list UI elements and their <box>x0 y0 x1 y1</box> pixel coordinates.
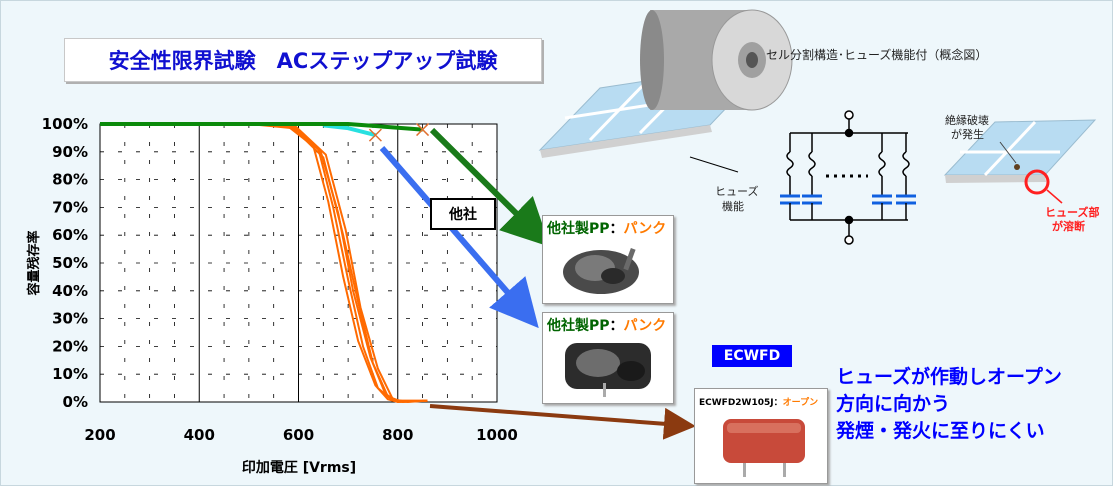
breakdown-text-2: が発生 <box>951 127 984 141</box>
chart-labels: 200 400 600 800 1000 0% 10% 20% 30% 40% 50% 60% 70% 8… <box>42 115 518 444</box>
colon-text: ： <box>773 398 783 408</box>
fuse-label-1: ヒューズ <box>715 184 758 198</box>
photo-card-other-b-label: 他社製PP：パンク <box>547 315 666 335</box>
series-line <box>100 122 423 132</box>
photo-card-other-a: 他社製PP：パンク <box>542 215 674 304</box>
photo-card-other-b: 他社製PP：パンク <box>542 312 674 404</box>
y-tick-label: 70% <box>52 198 88 216</box>
state-text: パンク <box>623 221 667 237</box>
result-message: ヒューズが作動しオープン 方向に向かう 発煙・発火に至りにくい <box>836 364 1111 445</box>
photo-card-ecwfd-label: ECWFD2W105J：オープン <box>699 395 818 408</box>
fuse-label-2: 機能 <box>722 199 744 213</box>
melt-text-2: が溶断 <box>1052 219 1085 233</box>
arrow-green <box>429 127 551 247</box>
y-axis-label: 容量残存率 <box>26 230 42 296</box>
y-tick-label: 30% <box>52 310 88 328</box>
chart-grid <box>99 123 498 403</box>
x-tick-label: 400 <box>184 426 215 444</box>
y-tick-label: 60% <box>52 226 88 244</box>
breakdown-illustration <box>943 119 1097 204</box>
y-tick-label: 50% <box>52 254 88 272</box>
message-line-3: 発煙・発火に至りにくい <box>836 420 1045 442</box>
x-axis-label: 印加電圧 [Vrms] <box>242 459 356 476</box>
colon-text: ： <box>609 318 624 334</box>
melt-text-1: ヒューズ部 <box>1045 205 1099 219</box>
ecwfd-tag: ECWFD <box>712 345 792 367</box>
state-text: オープン <box>782 398 819 408</box>
y-tick-label: 0% <box>63 393 88 411</box>
y-tick-label: 40% <box>52 282 88 300</box>
other-maker-box: 他社 <box>430 198 496 230</box>
arrow-brown <box>429 404 696 440</box>
y-tick-label: 20% <box>52 337 88 355</box>
concept-title: セル分割構造･ヒューズ機能付（概念図） <box>766 48 988 62</box>
message-line-1: ヒューズが作動しオープン <box>836 366 1062 388</box>
failure-marker <box>416 123 430 137</box>
y-tick-label: 80% <box>52 171 88 189</box>
photo-card-ecwfd: ECWFD2W105J：オープン <box>694 388 828 484</box>
y-tick-label: 10% <box>52 365 88 383</box>
chart-series <box>100 122 428 404</box>
film-roll-illustration <box>538 9 793 158</box>
failure-marker <box>368 128 382 142</box>
y-tick-label: 90% <box>52 143 88 161</box>
colon-text: ： <box>609 221 624 237</box>
state-text: パンク <box>623 318 667 334</box>
maker-text: 他社製PP <box>547 221 610 237</box>
burst-capacitor-photo-b <box>565 343 651 397</box>
slide-title: 安全性限界試験 ACステップアップ試験 <box>64 38 542 82</box>
breakdown-text-1: 絶縁破壊 <box>945 113 989 127</box>
x-tick-label: 1000 <box>476 426 518 444</box>
maker-text: ECWFD2W105J <box>699 398 774 408</box>
circuit-diagram <box>689 110 916 245</box>
x-tick-label: 800 <box>382 426 413 444</box>
message-line-2: 方向に向かう <box>836 393 951 415</box>
photo-card-other-a-label: 他社製PP：パンク <box>547 218 666 238</box>
x-tick-label: 200 <box>84 426 115 444</box>
chart-markers <box>368 123 430 142</box>
burst-capacitor-photo-a <box>563 247 639 294</box>
ecwfd-capacitor-photo <box>723 419 805 477</box>
y-tick-label: 100% <box>42 115 88 133</box>
series-line <box>323 123 376 138</box>
x-tick-label: 600 <box>283 426 314 444</box>
maker-text: 他社製PP <box>547 318 610 334</box>
